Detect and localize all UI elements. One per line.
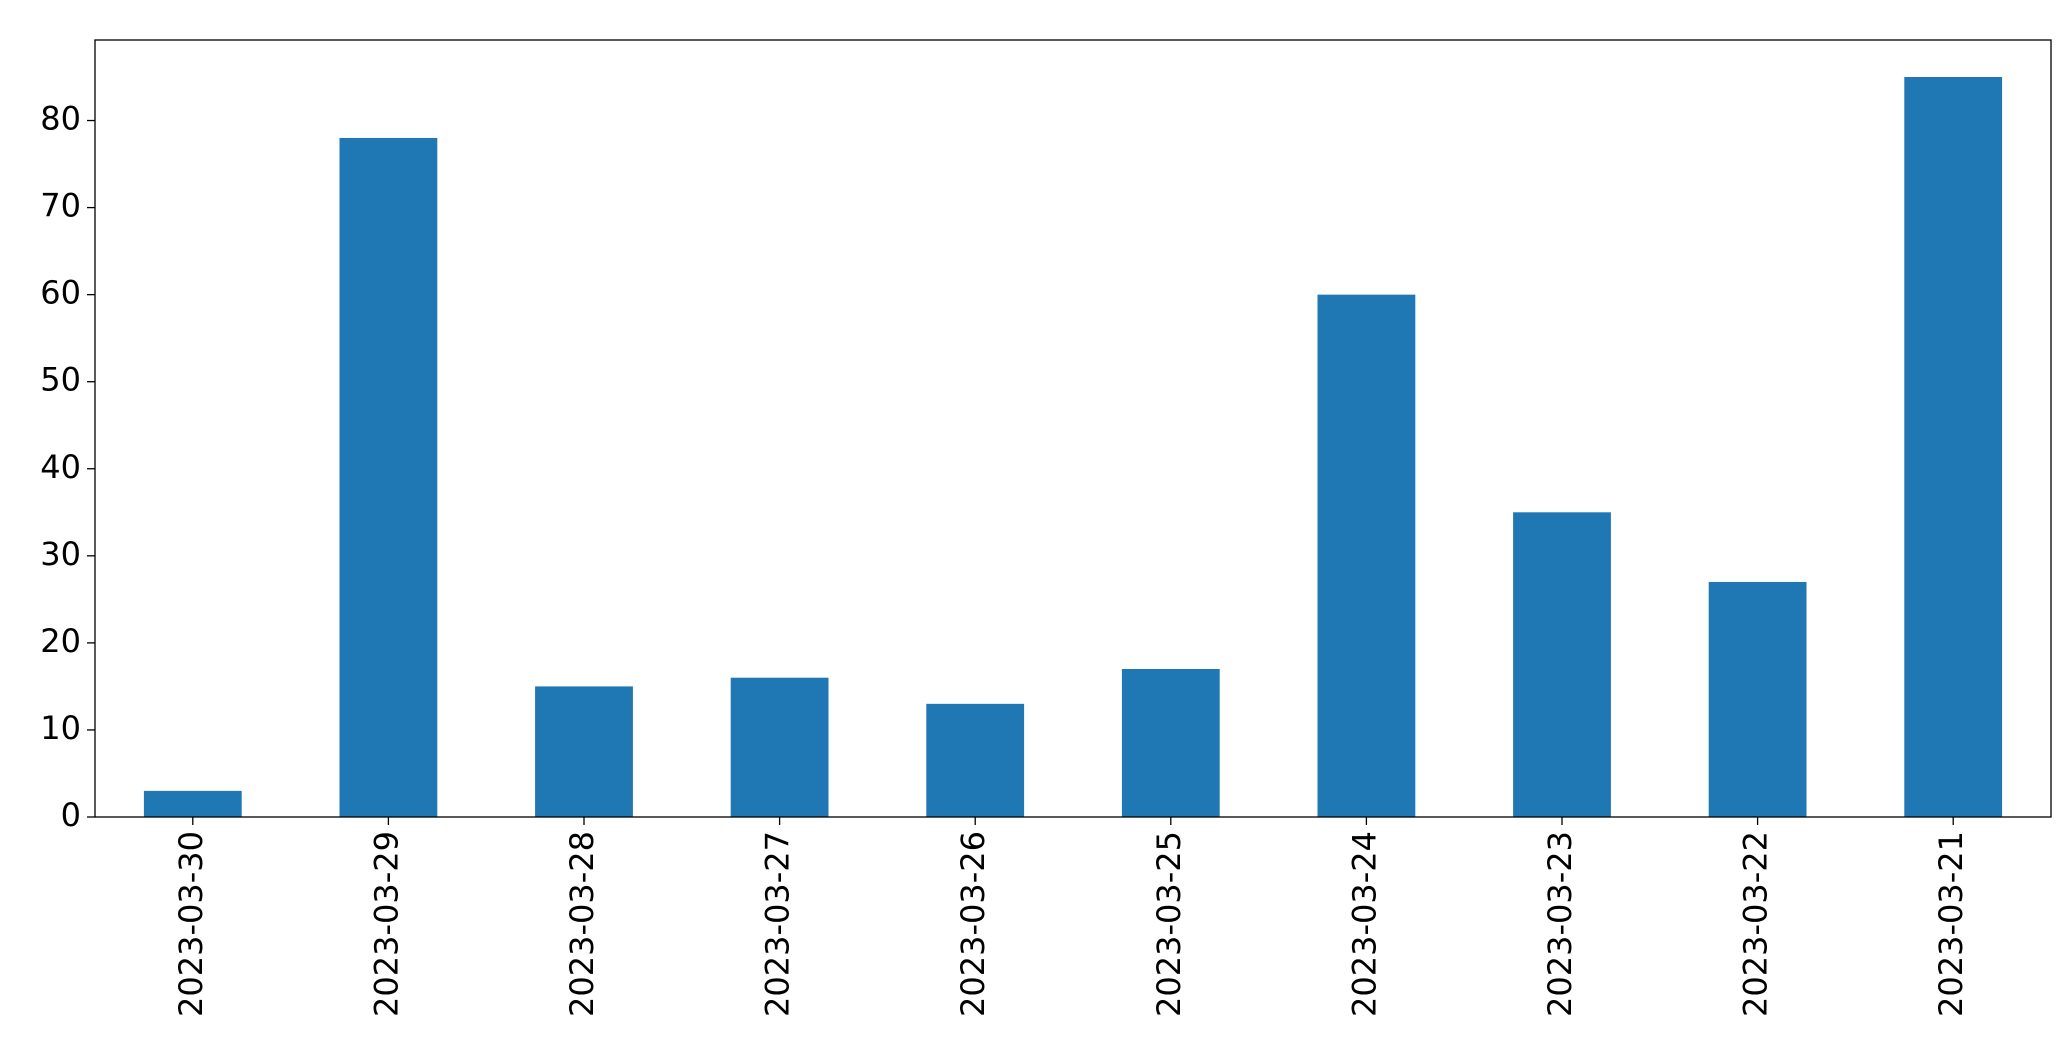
x-tick-label: 2023-03-28 — [563, 831, 601, 1017]
x-tick-label: 2023-03-22 — [1737, 831, 1775, 1017]
axes-frame — [94, 39, 2052, 818]
bar — [1904, 77, 2003, 817]
y-tick-label: 60 — [40, 274, 81, 312]
bar — [535, 686, 633, 817]
y-tick-label: 50 — [40, 361, 81, 399]
x-tick-label: 2023-03-23 — [1541, 831, 1579, 1017]
x-tick-label: 2023-03-29 — [367, 831, 405, 1017]
y-tick-label: 0 — [61, 796, 81, 834]
bar — [1708, 581, 1807, 817]
bar — [339, 137, 438, 818]
y-tick-label: 80 — [40, 100, 81, 138]
x-tick-label: 2023-03-27 — [759, 831, 797, 1017]
bar — [1317, 294, 1416, 817]
x-tick-label: 2023-03-30 — [172, 831, 210, 1017]
bar — [1513, 512, 1611, 817]
x-tick-label: 2023-03-21 — [1932, 831, 1970, 1017]
y-tick-label: 40 — [40, 448, 81, 486]
x-tick-label: 2023-03-26 — [954, 831, 992, 1017]
bar — [1121, 669, 1220, 817]
x-tick-label: 2023-03-24 — [1345, 831, 1383, 1017]
y-tick-label: 30 — [40, 535, 81, 573]
bar — [730, 677, 829, 817]
bar — [926, 703, 1025, 817]
x-tick-label: 2023-03-25 — [1150, 831, 1188, 1017]
bar — [143, 790, 242, 817]
y-tick-label: 20 — [40, 622, 81, 660]
y-tick-label: 10 — [40, 709, 81, 747]
y-tick-label: 70 — [40, 187, 81, 225]
